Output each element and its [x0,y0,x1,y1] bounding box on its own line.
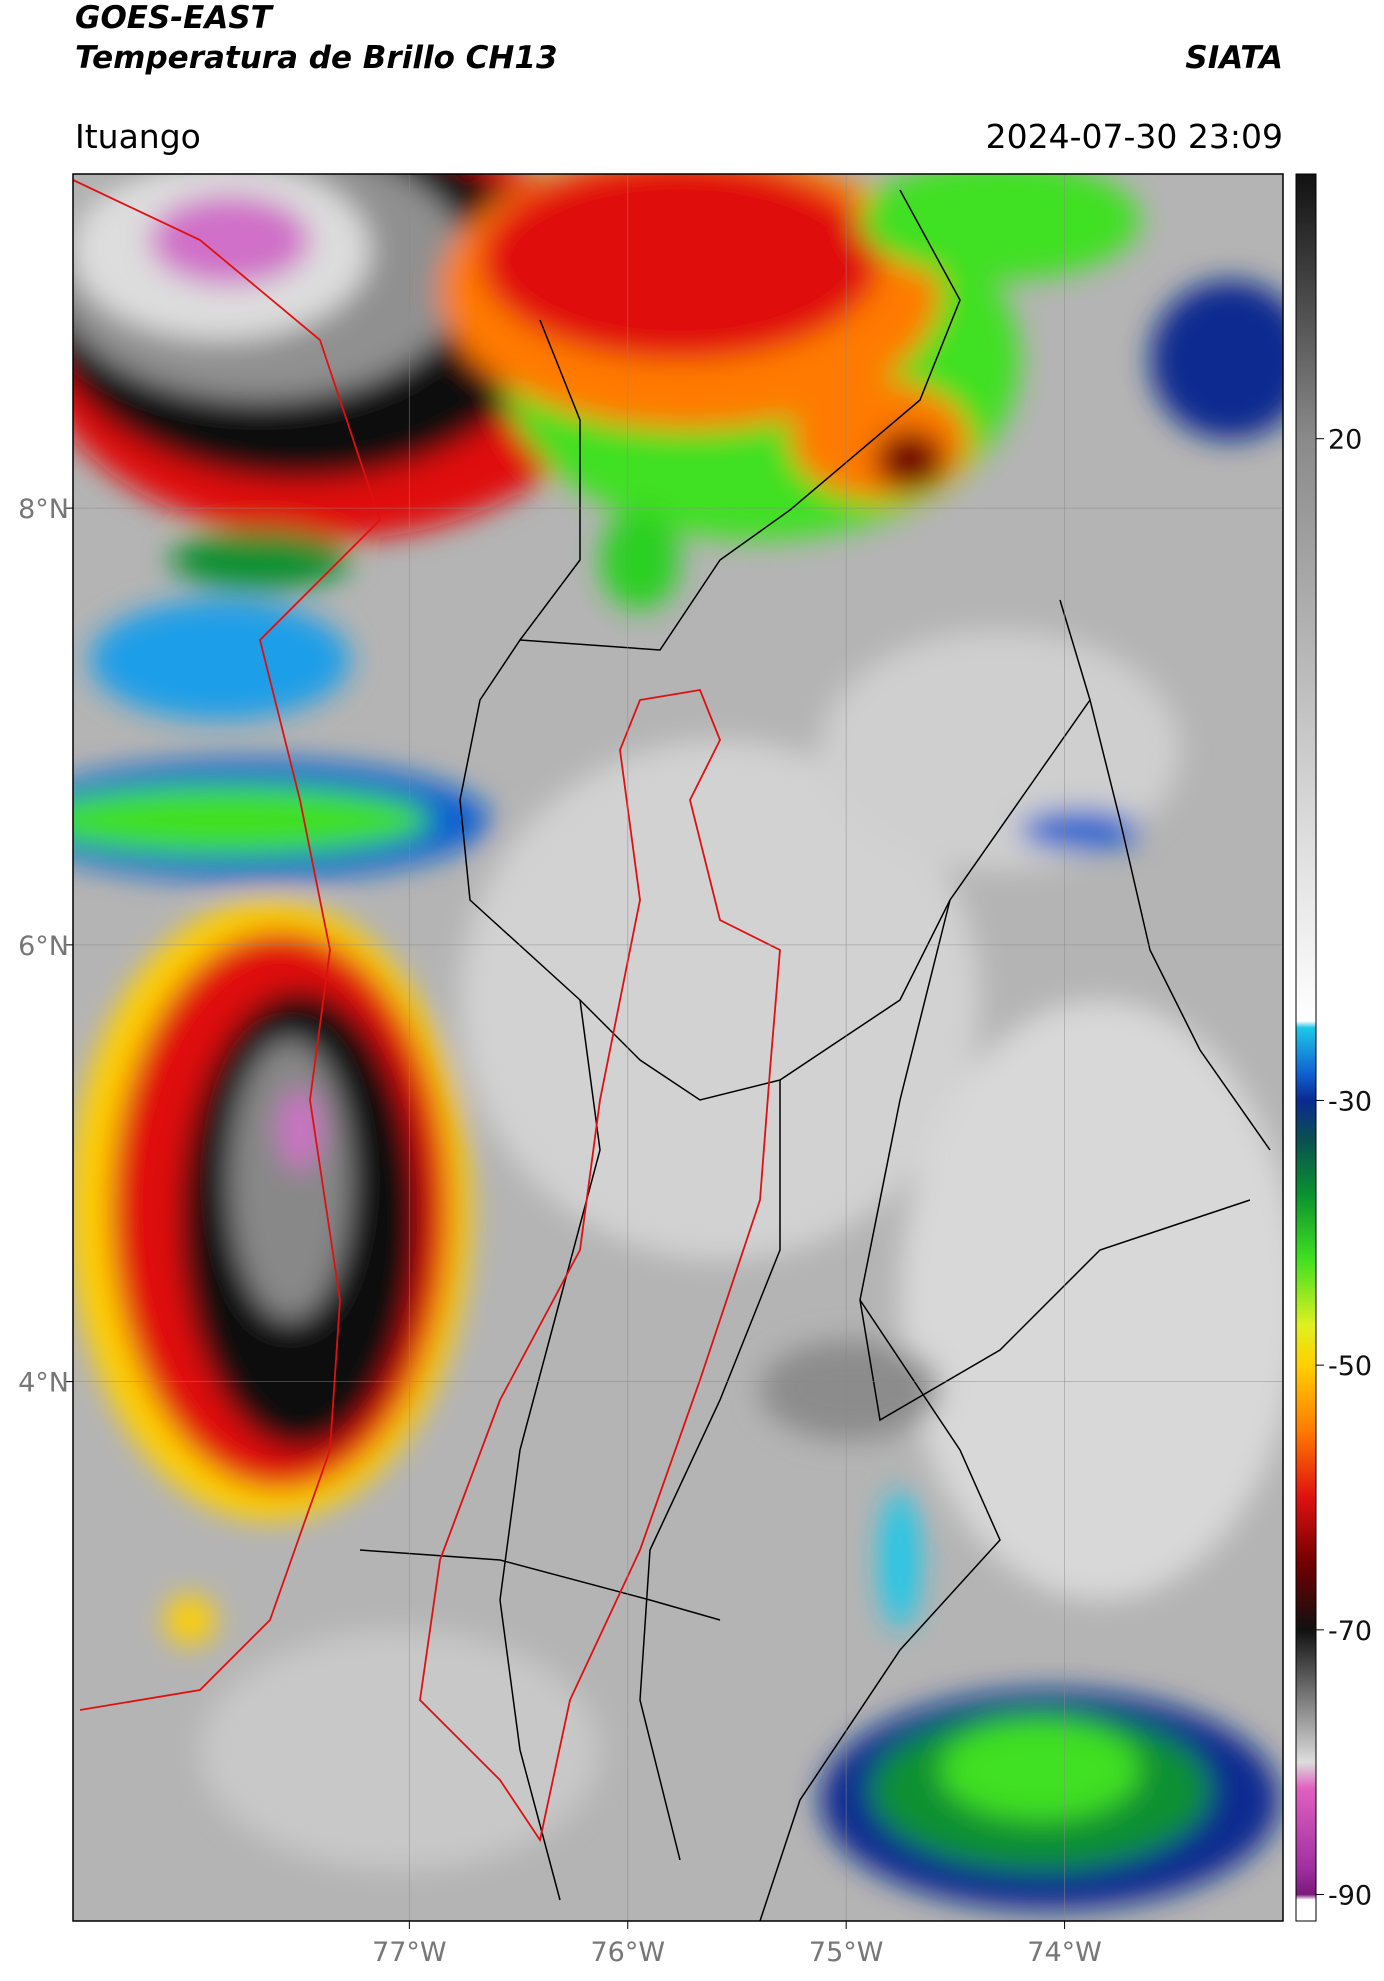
datetime: 2024-07-30 23:09 [986,117,1283,156]
x-tick-label: 77°W [372,1937,447,1968]
borders [359,189,1271,1921]
source: SIATA [1185,40,1283,76]
colorbar-tick-label: -50 [1328,1351,1372,1382]
grid [73,174,1283,1921]
colorbar-tick-label: -30 [1328,1086,1372,1117]
title: GOES-EAST [75,0,275,36]
y-tick-label: 4°N [18,1368,69,1399]
map-frame [72,173,1284,1922]
colorbar-tick-label: 20 [1328,425,1362,456]
y-tick-label: 8°N [18,494,69,525]
map-image [73,174,1283,1921]
boundaries-red [73,179,781,1843]
colorbar-tick-label: -90 [1328,1881,1372,1912]
location: Ituango [75,117,201,156]
x-tick-label: 76°W [590,1937,665,1968]
colorbar-tick-label: -70 [1328,1616,1372,1647]
subtitle: Temperatura de Brillo CH13 [75,40,558,76]
y-tick-label: 6°N [18,931,69,962]
colorbar [1295,173,1317,1922]
x-tick-label: 75°W [809,1937,884,1968]
x-tick-label: 74°W [1027,1937,1102,1968]
